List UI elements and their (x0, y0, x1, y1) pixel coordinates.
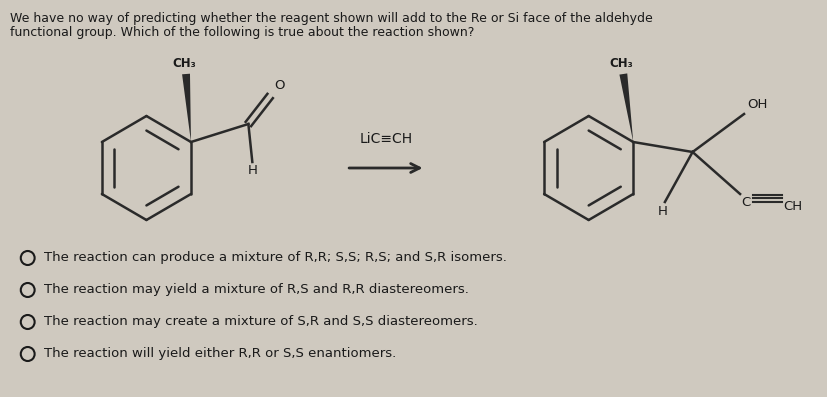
Text: OH: OH (746, 98, 767, 111)
Text: CH₃: CH₃ (172, 57, 196, 70)
Text: The reaction will yield either R,R or S,S enantiomers.: The reaction will yield either R,R or S,… (44, 347, 395, 360)
Text: O: O (274, 79, 284, 92)
Text: H: H (247, 164, 257, 177)
Text: CH₃: CH₃ (609, 57, 633, 70)
Polygon shape (182, 74, 191, 142)
Text: We have no way of predicting whether the reagent shown will add to the Re or Si : We have no way of predicting whether the… (10, 12, 652, 25)
Text: H: H (657, 205, 667, 218)
Text: CH: CH (782, 200, 801, 213)
Text: The reaction may yield a mixture of R,S and R,R diastereomers.: The reaction may yield a mixture of R,S … (44, 283, 468, 297)
Polygon shape (619, 73, 633, 142)
Text: The reaction may create a mixture of S,R and S,S diastereomers.: The reaction may create a mixture of S,R… (44, 316, 476, 328)
Text: The reaction can produce a mixture of R,R; S,S; R,S; and S,R isomers.: The reaction can produce a mixture of R,… (44, 252, 506, 264)
Text: C: C (740, 196, 749, 209)
Text: functional group. Which of the following is true about the reaction shown?: functional group. Which of the following… (10, 26, 474, 39)
Text: LiC≡CH: LiC≡CH (359, 132, 412, 146)
